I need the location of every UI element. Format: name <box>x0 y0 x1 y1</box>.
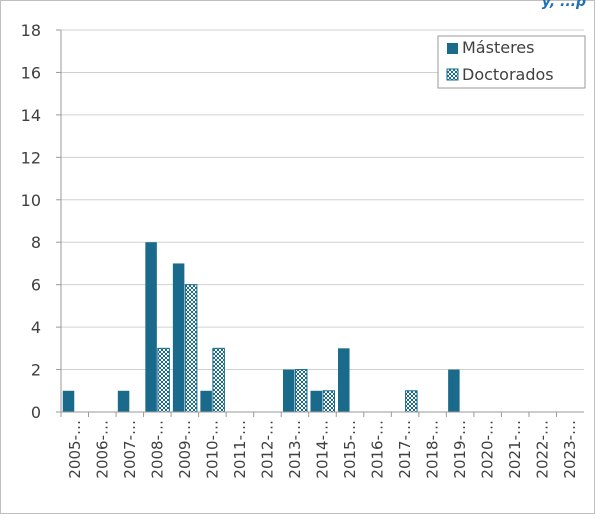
y-axis-ticks: 0 2 4 6 8 10 12 14 16 18 <box>21 21 61 422</box>
bar-doctorados <box>322 390 335 413</box>
y-tick-label: 6 <box>31 276 41 295</box>
x-tick-label: 2014-… <box>314 420 332 479</box>
x-tick-label: 2018-… <box>424 420 442 479</box>
bars <box>62 242 460 413</box>
y-tick-label: 18 <box>21 21 41 40</box>
y-tick-label: 0 <box>31 403 41 422</box>
bar-doctorados <box>184 284 198 413</box>
y-tick-label: 4 <box>31 318 41 337</box>
legend-label-masteres: Másteres <box>462 38 534 57</box>
bar-masteres <box>145 242 157 412</box>
bar-doctorados <box>157 347 170 413</box>
x-tick-label: 2009-… <box>176 420 194 479</box>
legend-label-doctorados: Doctorados <box>462 65 554 84</box>
x-tick-label: 2021-… <box>506 420 524 479</box>
y-tick-label: 12 <box>21 148 41 167</box>
x-axis-ticks: 2005-… 2006-… 2007-… 2008-… 2009-… 2010-… 2011… <box>60 412 579 479</box>
x-tick-label: 2011-… <box>231 420 249 479</box>
x-tick-label: 2007-… <box>121 420 139 479</box>
bar-masteres <box>172 263 185 412</box>
bar-masteres <box>448 369 460 412</box>
y-tick-label: 16 <box>21 63 41 82</box>
x-tick-label: 2020-… <box>479 420 497 479</box>
bar-doctorados <box>294 369 308 413</box>
legend-box <box>437 35 586 89</box>
y-tick-label: 2 <box>31 361 41 380</box>
bar-doctorados <box>212 347 225 413</box>
chart-title-fragment: y, ...p <box>541 0 586 10</box>
x-tick-label: 2005-… <box>66 420 84 479</box>
legend-swatch-doctorados <box>446 68 459 81</box>
x-tick-label: 2010-… <box>203 420 221 479</box>
x-tick-label: 2006-… <box>93 420 111 479</box>
bar-masteres <box>282 369 295 412</box>
legend: Másteres Doctorados <box>437 35 586 89</box>
bar-masteres <box>117 390 130 412</box>
x-tick-label: 2015-… <box>341 420 359 479</box>
legend-swatch-masteres <box>447 43 458 54</box>
bar-masteres <box>200 390 212 412</box>
bar-masteres <box>62 390 75 412</box>
x-tick-label: 2012-… <box>258 420 276 479</box>
y-tick-label: 14 <box>21 106 41 125</box>
bar-masteres <box>310 390 322 412</box>
x-tick-label: 2017-… <box>396 420 414 479</box>
bar-doctorados <box>405 390 418 413</box>
x-tick-label: 2016-… <box>369 420 387 479</box>
y-tick-label: 10 <box>21 191 41 210</box>
y-tick-label: 8 <box>31 233 41 252</box>
x-tick-label: 2013-… <box>286 420 304 479</box>
x-tick-label: 2019-… <box>451 420 469 479</box>
x-tick-label: 2022-… <box>534 420 552 479</box>
x-tick-label: 2023-… <box>561 420 579 479</box>
x-axis <box>60 30 584 413</box>
bar-masteres <box>338 348 350 412</box>
x-tick-label: 2008-… <box>148 420 166 479</box>
